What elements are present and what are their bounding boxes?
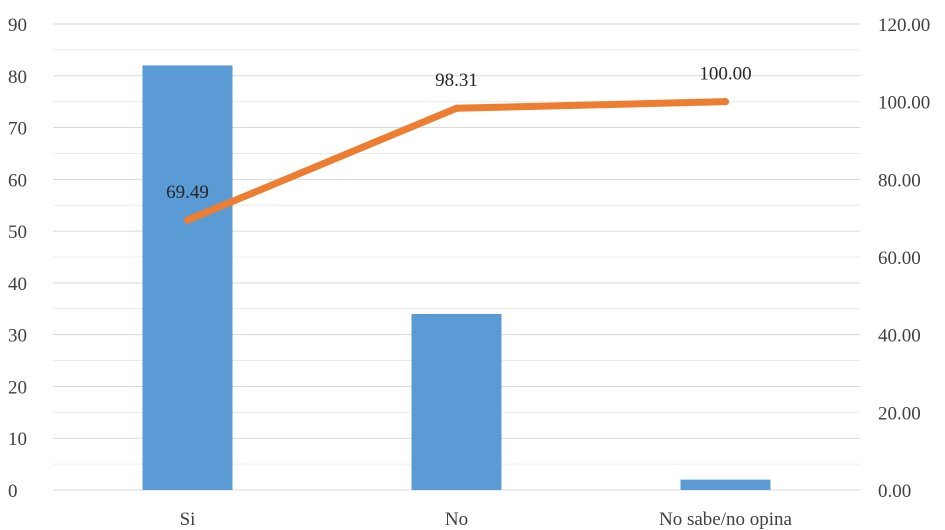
line-point-si: [184, 216, 191, 224]
right-axis-tick-label: 80.00: [878, 170, 921, 191]
left-axis-tick-label: 70: [8, 119, 27, 140]
left-axis-tick-label: 30: [8, 326, 27, 347]
category-label-si: Si: [180, 509, 196, 530]
bar-no-sabe-no-opina: [680, 479, 771, 490]
left-axis-tick-label: 20: [8, 377, 27, 398]
left-axis-tick-label: 80: [8, 67, 27, 88]
left-axis-tick-label: 0: [8, 481, 18, 502]
left-axis-tick-label: 40: [8, 274, 27, 295]
bar-si: [142, 65, 233, 490]
left-axis-tick-label: 60: [8, 170, 27, 191]
left-axis-tick-label: 90: [8, 15, 27, 36]
category-axis-ticks: Si No No sabe/no opina: [180, 509, 793, 530]
line-point-no: [453, 104, 460, 112]
right-axis-tick-label: 20.00: [878, 403, 921, 424]
line-data-label: 100.00: [699, 64, 751, 85]
category-label-no-sabe-no-opina: No sabe/no opina: [659, 509, 793, 530]
data-labels: 69.49 98.31 100.00: [166, 64, 752, 203]
bar-no: [411, 313, 502, 490]
cumulative-line: [184, 98, 729, 224]
right-axis-ticks: 0.00 20.00 40.00 60.00 80.00 100.00 120.00: [878, 15, 930, 502]
left-axis-tick-label: 50: [8, 222, 27, 243]
cumulative-line-series: [184, 98, 729, 224]
left-axis-tick-label: 10: [8, 429, 27, 450]
category-label-no: No: [445, 509, 468, 530]
line-point-no-sabe-no-opina: [722, 98, 729, 106]
right-axis-tick-label: 120.00: [878, 15, 930, 36]
left-axis-ticks: 0 10 20 30 40 50 60 70 80 90: [8, 15, 27, 502]
line-data-label: 98.31: [435, 70, 478, 91]
right-axis-tick-label: 60.00: [878, 248, 921, 269]
right-axis-tick-label: 40.00: [878, 326, 921, 347]
right-axis-tick-label: 0.00: [878, 481, 911, 502]
right-axis-tick-label: 100.00: [878, 93, 930, 114]
line-data-label: 69.49: [166, 182, 209, 203]
bar-series: [142, 65, 771, 490]
